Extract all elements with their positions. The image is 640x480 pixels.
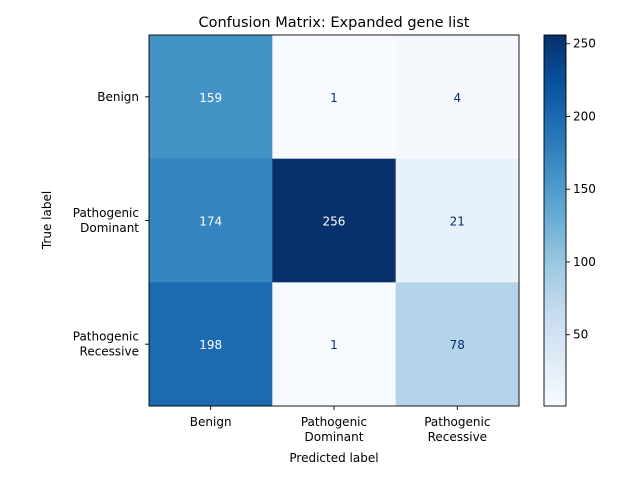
heatmap-cell [272,282,397,407]
heatmap-cell [395,282,520,407]
colorbar-ticks: 50 100 150 200 250 [566,37,596,342]
heatmap-cell [272,35,397,160]
y-axis-label: True label [40,191,54,250]
cell-value-label: 4 [454,91,462,105]
cell-value-label: 21 [450,215,465,229]
heatmap-cell [149,158,273,283]
heatmap-cell [395,35,520,160]
chart-title: Confusion Matrix: Expanded gene list [199,15,470,31]
x-tick-label: Pathogenic Recessive [424,415,490,444]
colorbar-tick-label: 50 [573,328,588,342]
colorbar-tick-label: 200 [573,109,596,123]
colorbar-tick-label: 150 [573,182,596,196]
cell-value-label: 256 [323,215,346,229]
y-tick-label: Pathogenic Recessive [73,330,139,359]
cell-value-label: 174 [199,215,222,229]
heatmap-cells: 159 1 4 174 256 21 198 1 78 [149,35,520,407]
x-tick-label: Pathogenic Dominant [301,415,367,444]
cell-value-label: 1 [330,338,338,352]
y-tick-label: Pathogenic Dominant [73,206,140,235]
cell-value-label: 1 [330,91,338,105]
y-axis-ticks: Benign Pathogenic Dominant Pathogenic Recess… [73,90,149,359]
heatmap-cell [395,158,520,283]
heatmap-cell [149,282,273,407]
colorbar [543,34,567,407]
x-axis-ticks: Benign Pathogenic Dominant Pathogenic Recess… [190,406,490,444]
x-tick-label: Benign [190,415,232,429]
cell-value-label: 78 [450,338,465,352]
heatmap-cell [272,158,397,283]
colorbar-tick-label: 250 [573,37,596,51]
x-axis-label: Predicted label [289,451,378,465]
y-tick-label: Benign [97,90,139,104]
cell-value-label: 159 [199,91,222,105]
heatmap-cell [149,35,273,160]
colorbar-tick-label: 100 [573,255,596,269]
cell-value-label: 198 [199,338,222,352]
